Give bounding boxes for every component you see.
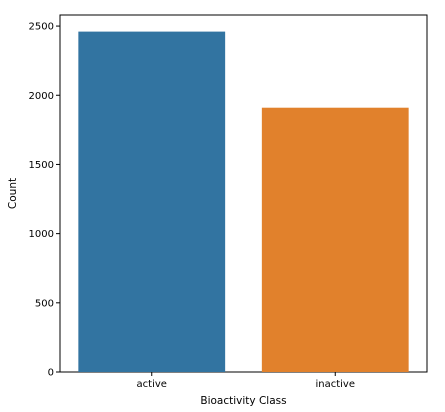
y-tick-label: 0 [48, 368, 54, 379]
y-axis-label: Count [7, 178, 19, 209]
y-tick-label: 1000 [29, 229, 54, 240]
x-axis: active inactive [137, 372, 355, 390]
y-tick-label: 1500 [29, 160, 54, 171]
x-tick-label: active [137, 379, 167, 390]
y-axis: 0 500 1000 1500 2000 2500 [29, 22, 60, 379]
x-axis-label: Bioactivity Class [200, 395, 286, 407]
bar-active [78, 32, 225, 372]
y-tick-label: 2000 [29, 91, 54, 102]
bar-inactive [262, 108, 409, 372]
x-tick-label: inactive [315, 379, 355, 390]
y-tick-label: 500 [35, 298, 54, 309]
y-tick-label: 2500 [29, 22, 54, 33]
